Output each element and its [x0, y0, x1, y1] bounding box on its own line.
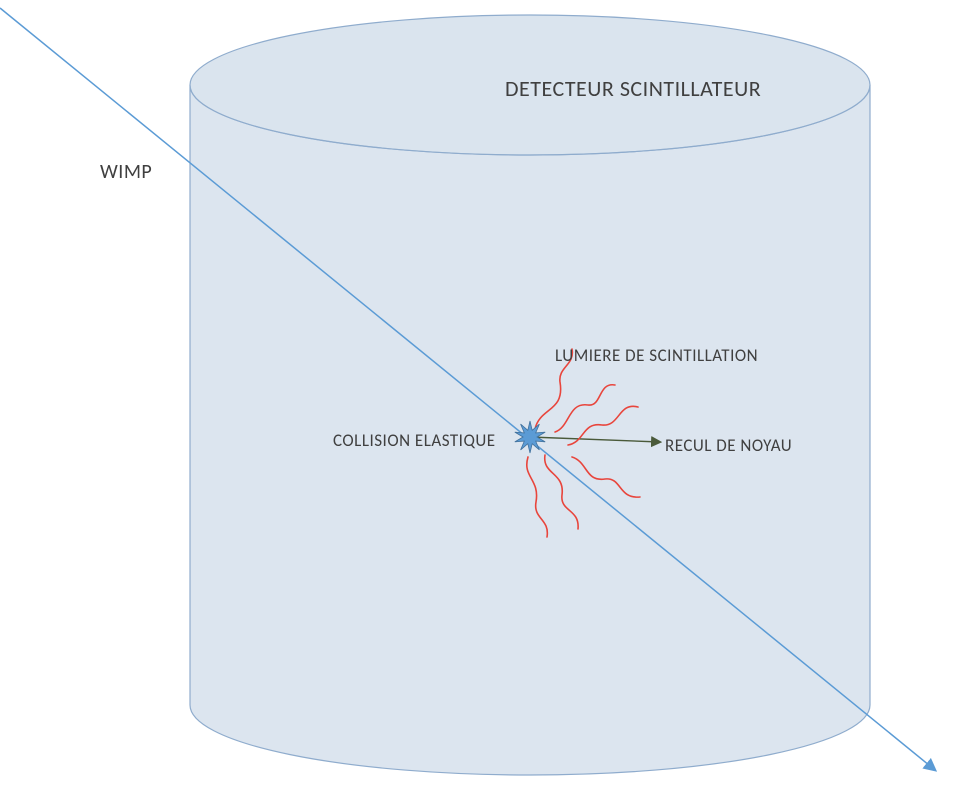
nuclear-recoil-label: RECUL DE NOYAU	[665, 435, 792, 456]
scintillation-light-label: LUMIERE DE SCINTILLATION	[555, 345, 758, 366]
diagram-svg	[0, 0, 960, 780]
elastic-collision-label: COLLISION ELASTIQUE	[333, 430, 496, 451]
scintillator-diagram: DETECTEUR SCINTILLATEUR WIMP LUMIERE DE …	[0, 0, 960, 780]
detector-label: DETECTEUR SCINTILLATEUR	[505, 75, 761, 102]
detector-cylinder	[190, 15, 870, 775]
wimp-label: WIMP	[100, 160, 152, 184]
